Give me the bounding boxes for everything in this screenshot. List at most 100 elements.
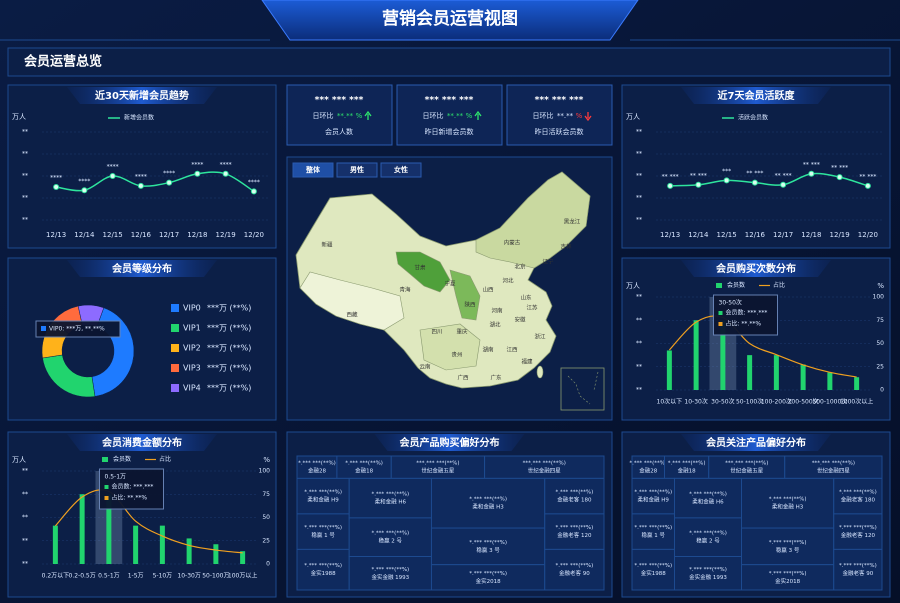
province-label: 广东 [490,374,502,382]
treemap-value: ***.*** ***(**%) [812,461,855,467]
legend-label: 活跃会员数 [738,114,768,122]
data-label: ** *** [859,173,876,180]
y-axis-label: 万人 [626,113,640,121]
treemap-value: *.*** ***(**%) [371,567,409,573]
province-label: 新疆 [321,241,333,249]
x-tick-label: 0.2万以下 [42,573,70,580]
kpi-trend-arrow [364,110,372,120]
treemap-value: *.*** ***(**%) [839,563,877,569]
province-label: 山东 [520,294,532,302]
data-label: **** [191,161,203,168]
data-label: ** *** [775,172,792,179]
data-point [166,179,173,186]
data-point [836,174,843,181]
province-label: 吉林 [560,243,572,251]
treemap-name: 稳赢 1 号 [311,531,335,539]
section-bar [7,47,891,77]
x-tick-label: 500-1000次 [812,398,847,406]
x-tick-label: 12/19 [830,231,850,239]
bar [720,320,726,390]
treemap-cell [296,455,338,479]
panel [621,257,891,421]
bar [747,355,753,390]
kpi-label: 昨日新增会员数 [425,127,474,136]
y2-tick-label: 75 [876,317,884,324]
treemap-name: 金实金融 1993 [689,573,727,581]
legend-swatch [171,324,179,332]
treemap-cell [708,455,786,479]
province-label: 黑龙江 [564,218,581,226]
panel [7,84,277,249]
map-tab[interactable] [380,162,422,178]
map-tab-label[interactable]: 整体 [305,165,321,174]
treemap-cell [296,477,350,515]
y-tick-label: ** [22,195,28,202]
treemap-cell [336,455,392,479]
panel-title: 会员产品购买偏好分布 [400,436,500,449]
tooltip-swatch [718,322,723,326]
y2-tick-label: 100 [873,294,885,301]
tooltip-text: VIP0: ***万, **.**% [49,326,105,333]
data-label: **** [163,170,175,177]
map-tab[interactable] [292,162,334,178]
map-tab[interactable] [336,162,378,178]
x-tick-label: 5-10万 [153,573,173,580]
y2-tick-label: 25 [262,537,270,544]
y-tick-label: ** [22,217,28,224]
x-tick-label: 12/13 [660,231,680,239]
bar [773,355,779,390]
x-tick-label: 10次以下 [657,398,683,406]
legend-label: 会员数 [113,455,131,463]
treemap-cell [631,455,665,479]
data-point [723,177,730,184]
treemap-cell [741,564,835,591]
y-tick-label: ** [22,468,28,475]
treemap-cell [833,548,883,591]
treemap-name: 金融28 [308,467,326,475]
treemap-value: *.*** ***(**%) [298,461,336,467]
treemap-value: *.*** ***(**%) [304,490,342,496]
y-tick-label: ** [636,195,642,202]
data-label: **** [135,173,147,180]
province-label: 西藏 [346,311,358,319]
province-label: 福建 [521,358,533,366]
map-tab-label[interactable]: 女性 [394,165,408,174]
treemap-cell [631,513,675,550]
map-tab-label[interactable]: 男性 [350,165,364,174]
kpi-unit: % [466,112,473,120]
data-label: **** [220,161,232,168]
province-label: 浙江 [534,333,546,341]
province-label: 云南 [419,363,431,371]
treemap-name: 金融18 [355,467,373,475]
legend-label: VIP0 [183,304,201,313]
treemap-name: 柔和金融 H9 [638,496,670,504]
treemap-name: 柔和金融 H3 [472,503,504,511]
kpi-ratio-label: 日环比 [313,111,334,120]
kpi-value: *** *** *** [315,96,364,106]
legend-label: VIP4 [183,384,201,393]
x-tick-label: 50-100次 [736,398,763,406]
series-line [54,489,243,554]
data-label: **** [107,164,119,171]
data-point [667,182,674,189]
tooltip-swatch [41,326,46,331]
treemap-cell [390,455,486,479]
panel [7,431,277,598]
kpi-ratio-label: 日环比 [533,111,554,120]
map-region [419,323,481,371]
x-tick-label: 12/17 [773,231,793,239]
data-label: ** *** [662,173,679,180]
treemap-cell [348,556,432,591]
province-label: 辽宁 [542,258,554,266]
data-point [250,188,257,195]
treemap-name: 世纪金融五星 [730,467,764,475]
province-label: 江西 [506,347,518,354]
treemap-cell [296,513,350,550]
tooltip-title: 0.5-1万 [105,474,127,481]
treemap-value: *.*** ***(**%) [469,571,507,577]
x-tick-label: 12/16 [745,231,766,239]
treemap-value: *.*** ***(**%) [839,525,877,531]
treemap-cell [784,455,883,479]
tooltip-box [713,294,778,336]
treemap-name: 金融老客 90 [843,569,874,577]
